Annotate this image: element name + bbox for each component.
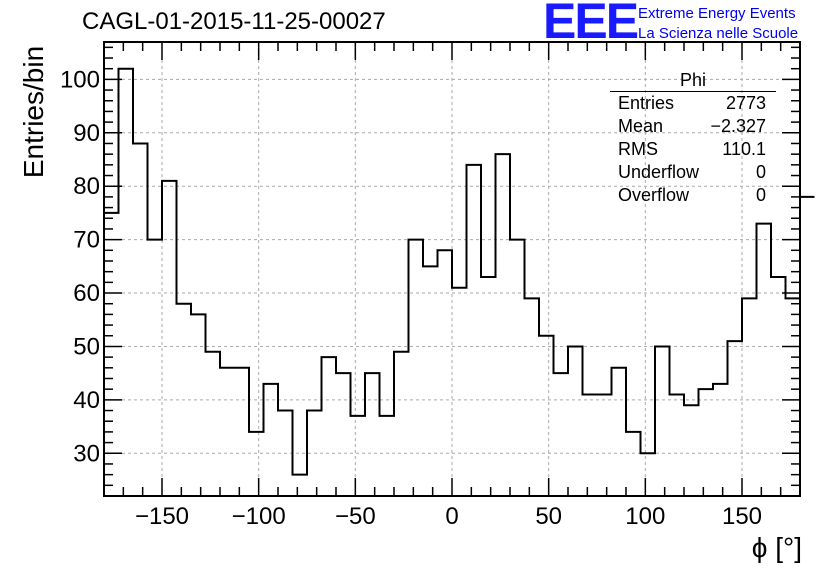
stats-value: 110.1 [722,139,766,159]
stats-box: Phi Entries 2773 Mean −2.327 RMS 110.1 U… [610,70,776,207]
x-tick-labels: −150 −100 −50 0 50 100 150 [135,503,762,530]
x-tick-label: −150 [135,503,189,530]
y-tick-label: 90 [73,120,100,147]
stats-label: Underflow [618,162,700,182]
logo-line-2: La Scienza nelle Scuole [638,25,799,42]
stats-row-entries: Entries 2773 [610,92,776,115]
stats-row-overflow: Overflow 0 [610,184,776,207]
y-tick-label: 30 [73,440,100,467]
stats-label: Mean [618,116,664,136]
axis-ticks [103,42,801,497]
x-tick-label: −50 [335,503,376,530]
y-tick-label: 100 [60,66,100,93]
eee-logo: EEE [543,0,639,49]
y-axis-label: Entries/bin [18,45,49,179]
stats-title: Phi [610,70,776,92]
x-tick-label: 50 [535,503,562,530]
stats-row-rms: RMS 110.1 [610,138,776,161]
stats-label: RMS [618,139,658,159]
y-tick-label: 70 [73,227,100,254]
x-tick-label: 100 [625,503,665,530]
stats-label: Entries [618,93,675,113]
logo-line-1: Extreme Energy Events [638,5,796,22]
stats-value: 0 [755,162,766,182]
plot-frame [103,41,801,497]
stats-label: Overflow [618,185,690,205]
logo-text: Extreme Energy Events La Scienza nelle S… [638,4,798,44]
stats-row-mean: Mean −2.327 [610,115,776,138]
y-tick-label: 50 [73,333,100,360]
stats-value: 2773 [725,93,766,113]
y-tick-label: 60 [73,280,100,307]
chart-title: CAGL-01-2015-11-25-00027 [82,8,386,35]
x-axis-label: ϕ [°] [751,532,802,563]
grid-lines [104,42,800,496]
y-tick-labels: 30 40 50 60 70 80 90 100 [60,66,100,467]
stats-value: 0 [755,185,766,205]
stats-row-underflow: Underflow 0 [610,161,776,184]
y-tick-label: 40 [73,387,100,414]
histogram-line [104,67,815,476]
y-tick-label: 80 [73,173,100,200]
stats-value: −2.327 [710,116,766,136]
x-tick-label: 0 [445,503,458,530]
x-tick-label: 150 [722,503,762,530]
x-tick-label: −100 [232,503,286,530]
